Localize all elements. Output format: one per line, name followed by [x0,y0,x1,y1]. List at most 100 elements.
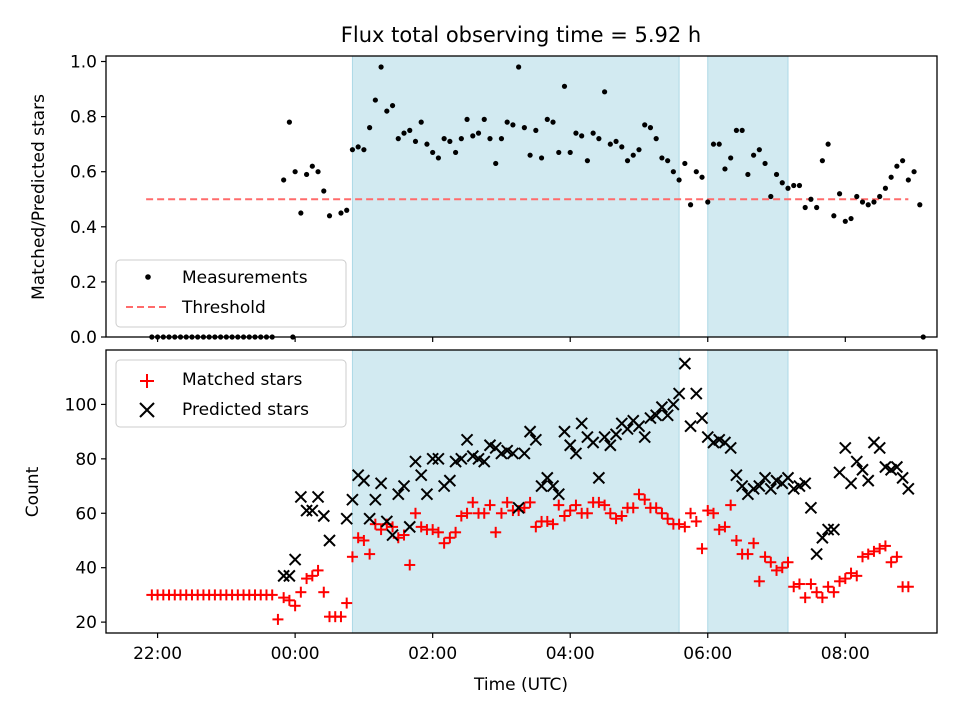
top-shaded-regions [351,55,789,338]
predicted-star-point [512,501,525,515]
predicted-star-point [695,411,709,425]
measurement-point [556,149,562,156]
matched-star-point [524,496,536,508]
x-tick-label: 06:00 [683,644,732,664]
predicted-star-point [798,477,812,490]
predicted-star-point [363,512,376,525]
predicted-star-point [735,479,749,493]
measurement-point [779,180,785,186]
measurement-point [510,122,516,128]
measurement-point [281,177,287,183]
matched-star-point [811,586,823,598]
predicted-star-point [432,452,445,466]
matched-star-point [312,564,324,576]
predicted-star-point [403,520,416,534]
measurement-point [435,155,441,161]
predicted-marker-b [346,493,359,506]
shaded-region-1 [351,55,680,338]
measurement-point [521,125,527,131]
measurement-point [344,207,350,213]
predicted-star-point [844,477,858,490]
predicted-star-point [678,357,692,370]
predicted-marker-b [827,523,841,536]
predicted-star-point [300,504,313,517]
bottom-axes-frame [105,349,938,634]
measurement-point [791,182,797,189]
predicted-marker-b [718,436,732,449]
bottom-shaded-regions [351,349,789,634]
predicted-marker-b [512,501,525,515]
measurement-point [636,147,642,153]
measurement-point [550,119,556,125]
matched-star-point [874,543,886,555]
predicted-star-point [380,515,394,528]
measurement-point [802,204,808,211]
measurement-point [842,218,848,224]
measurement-point [452,149,459,156]
bottom-legend-box [115,359,347,428]
top-y-tick-label: 1.0 [70,53,97,73]
matched-star-point [553,499,565,511]
measurement-point [326,213,333,219]
measurement-point [430,149,436,156]
bottom-y-tick-label: 100 [65,395,97,415]
predicted-star-point [283,569,296,583]
predicted-marker-b [701,430,714,444]
measurement-point [298,210,304,216]
predicted-star-point [804,501,818,515]
predicted-star-point [856,463,869,476]
measurement-point [309,163,315,169]
matched-star-point [702,505,714,517]
predicted-star-point [781,471,795,485]
chart-title: Flux total observing time = 5.92 h [341,23,701,47]
predicted-star-point [575,417,588,430]
predicted-star-point [569,447,583,460]
x-tick-label: 08:00 [821,644,870,664]
measurement-point [567,149,573,156]
measurement-point [751,152,757,158]
measurement-point [865,202,871,208]
measurement-point [458,136,464,142]
measurement-point [401,130,407,136]
measurement-point [355,144,361,150]
predicted-star-point [369,493,382,506]
predicted-marker-b [730,468,743,482]
matched-star-point [581,507,593,519]
predicted-stars-series [277,357,915,583]
measurements-series [149,64,926,340]
predicted-marker-b [460,433,474,447]
predicted-marker-b [300,504,313,517]
predicted-marker-b [478,455,491,468]
predicted-marker-b [833,466,846,479]
predicted-marker-b [638,430,651,444]
predicted-star-point [529,433,543,447]
predicted-star-point [672,387,686,400]
matched-star-point [759,551,771,563]
measurement-point [859,199,866,205]
predicted-marker-b [672,387,686,400]
predicted-star-point [661,409,674,422]
predicted-marker-b [374,477,388,490]
predicted-marker-b [369,493,382,506]
predicted-marker-b [518,447,531,460]
predicted-star-point [821,523,835,536]
matched-star-point [885,556,897,568]
predicted-marker-b [592,471,606,485]
predicted-star-point [758,471,772,485]
predicted-star-point [306,504,319,517]
matched-star-point [306,570,318,582]
predicted-marker-b [621,422,634,436]
predicted-star-point [317,509,330,523]
predicted-marker-b [529,433,543,447]
predicted-marker-b [472,452,485,466]
matched-star-point [627,502,639,514]
matched-star-point [822,581,834,593]
shaded-region-1 [351,349,680,634]
x-tick-label: 04:00 [546,644,595,664]
predicted-marker-b [311,490,325,504]
measurement-point [590,130,596,136]
measurement-point [619,144,625,150]
bottom-x-ticks: 22:00 00:00 02:00 04:00 06:00 08:00 [133,633,870,664]
legend-predicted-marker [139,402,155,418]
predicted-star-point [902,482,915,495]
